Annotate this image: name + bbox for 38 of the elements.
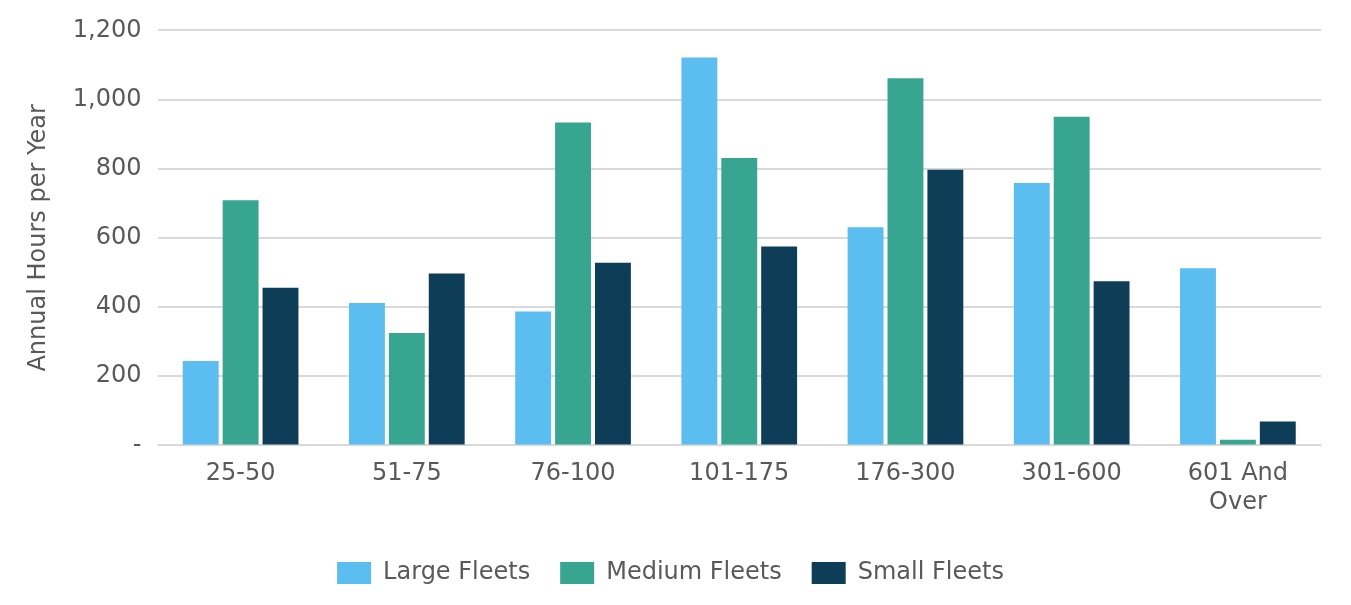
y-tick-label: 800 xyxy=(95,152,142,181)
y-tick-label: 1,000 xyxy=(72,83,142,112)
x-tick-label: 601 And Over xyxy=(1187,458,1289,515)
legend-label: Small Fleets xyxy=(857,557,1004,586)
bar xyxy=(594,262,631,445)
bar xyxy=(761,246,798,445)
y-tick-label: 200 xyxy=(95,360,142,389)
y-tick-label: - xyxy=(132,429,142,458)
bar xyxy=(847,227,884,445)
bar xyxy=(1259,421,1296,445)
legend-label: Large Fleets xyxy=(383,557,531,586)
bar xyxy=(1180,268,1216,445)
bar xyxy=(927,169,964,445)
bar xyxy=(348,302,385,445)
y-axis-title: Annual Hours per Year xyxy=(22,104,51,372)
bar xyxy=(1053,116,1090,445)
legend-label: Medium Fleets xyxy=(606,557,782,586)
y-tick-label: 600 xyxy=(95,222,142,251)
bar xyxy=(555,122,591,445)
bar xyxy=(222,200,259,445)
y-tick-label: 1,200 xyxy=(72,14,142,43)
bar xyxy=(1013,182,1050,445)
x-tick-label: 101-175 xyxy=(689,458,790,487)
bar xyxy=(515,311,552,445)
bar xyxy=(428,273,465,445)
x-tick-label: 51-75 xyxy=(371,458,442,487)
x-tick-label: 76-100 xyxy=(530,458,616,487)
bar xyxy=(262,287,299,445)
x-tick-label: 301-600 xyxy=(1021,458,1122,487)
y-tick-label: 400 xyxy=(95,291,142,320)
bar xyxy=(1093,281,1130,445)
bar xyxy=(681,57,718,445)
x-tick-label: 176-300 xyxy=(855,458,956,487)
bar xyxy=(182,361,219,445)
x-tick-label: 25-50 xyxy=(205,458,276,487)
bar xyxy=(721,158,758,445)
bar xyxy=(388,333,425,445)
bar xyxy=(887,78,924,445)
